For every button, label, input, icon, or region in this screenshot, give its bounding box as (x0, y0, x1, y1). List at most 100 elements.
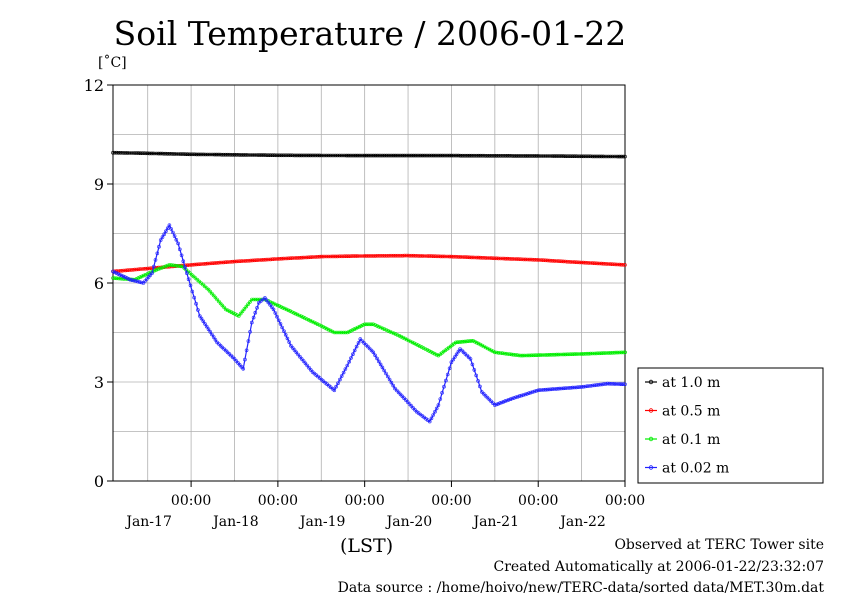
data-point (243, 153, 248, 157)
data-point (390, 330, 394, 335)
data-point (576, 260, 580, 265)
data-point (467, 153, 472, 158)
data-point (234, 359, 238, 363)
data-point (420, 153, 425, 158)
data-point (299, 314, 304, 319)
data-point (359, 153, 363, 158)
data-point (532, 257, 537, 262)
data-point (541, 258, 546, 263)
data-point (165, 152, 170, 156)
data-point (256, 153, 260, 157)
data-point (225, 260, 230, 264)
data-point (278, 322, 283, 326)
data-point (440, 254, 445, 259)
data-point (171, 152, 175, 156)
data-point (138, 275, 142, 280)
data-point (328, 328, 333, 333)
data-point (253, 297, 258, 302)
y-tick-label: 12 (84, 76, 104, 95)
data-point (597, 261, 602, 266)
data-point (149, 151, 154, 156)
data-point (286, 256, 291, 261)
data-point (491, 256, 495, 261)
data-point (442, 254, 447, 259)
data-point (468, 357, 473, 361)
data-point (268, 302, 272, 307)
data-point (492, 256, 497, 261)
data-point (485, 346, 490, 351)
data-point (308, 153, 313, 158)
data-point (353, 254, 358, 258)
data-point (204, 324, 209, 329)
data-point (438, 153, 443, 158)
data-point (310, 319, 314, 324)
data-point (257, 258, 262, 262)
data-point (397, 153, 401, 158)
data-point (409, 253, 414, 258)
x-tick-date: Jan-20 (385, 514, 433, 530)
data-point (339, 330, 344, 335)
data-point (272, 301, 276, 306)
data-point (456, 153, 461, 158)
data-point (394, 388, 399, 393)
data-point (144, 151, 148, 156)
data-point (359, 324, 364, 328)
data-point (324, 326, 329, 331)
data-point (377, 324, 381, 329)
data-point (536, 388, 541, 393)
data-point (433, 409, 437, 414)
data-point (487, 256, 492, 260)
data-point (116, 151, 121, 155)
data-point (150, 271, 154, 275)
data-point (194, 301, 198, 306)
data-point (409, 153, 414, 158)
data-point (538, 388, 542, 392)
data-point (213, 337, 218, 342)
series-at-0-02-m (111, 223, 627, 424)
data-point (321, 324, 325, 329)
data-point (444, 153, 448, 158)
data-point (434, 352, 439, 357)
data-point (402, 153, 407, 158)
data-point (380, 254, 385, 258)
data-point (332, 153, 336, 158)
data-point (212, 152, 217, 157)
data-point (350, 328, 355, 332)
data-point (246, 339, 251, 343)
data-point (317, 323, 322, 327)
data-point (122, 268, 126, 273)
data-point (164, 151, 168, 156)
data-point (287, 340, 292, 344)
data-point (596, 154, 600, 159)
data-point (342, 153, 347, 158)
data-point (547, 352, 552, 357)
data-point (324, 153, 329, 158)
data-point (324, 254, 329, 259)
data-point (415, 153, 419, 158)
data-point (621, 154, 626, 159)
data-point (550, 258, 555, 263)
data-point (333, 153, 338, 158)
data-point (375, 324, 379, 328)
data-point (616, 382, 620, 386)
data-point (530, 154, 535, 158)
data-point (436, 153, 441, 158)
data-point (473, 255, 477, 260)
data-point (458, 255, 463, 259)
data-point (289, 343, 293, 348)
data-point (196, 308, 200, 312)
data-point (583, 154, 588, 159)
data-point (454, 352, 459, 357)
data-point (529, 154, 533, 158)
data-point (223, 152, 228, 157)
data-point (403, 336, 407, 341)
data-point (255, 305, 259, 310)
data-point (520, 257, 524, 262)
data-point (518, 257, 522, 262)
data-point (466, 339, 470, 344)
x-axis-label: (LST) (340, 535, 394, 557)
data-point (559, 386, 564, 391)
data-point (614, 154, 618, 159)
data-point (515, 353, 519, 357)
data-point (532, 389, 537, 394)
